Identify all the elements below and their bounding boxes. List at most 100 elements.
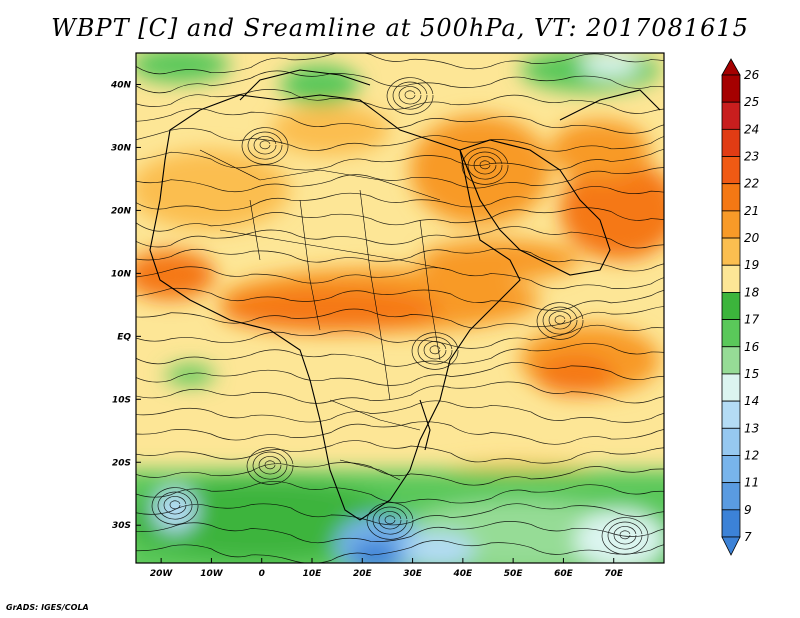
- streamline: [136, 521, 664, 544]
- streamline: [398, 86, 422, 105]
- streamline: [384, 515, 396, 525]
- lon-label: 70E: [604, 569, 624, 579]
- colorbar-label: 7: [744, 530, 752, 544]
- colorbar-label: 14: [744, 394, 759, 408]
- colorbar-segment: [721, 482, 741, 511]
- colorbar: 26 25 24 23 22 21 20 19 18 17 16 15 14 13 12 11 9 7: [721, 58, 760, 556]
- lat-label: 10N: [111, 269, 132, 279]
- streamline: [136, 186, 664, 211]
- streamline: [404, 90, 416, 100]
- streamline: [253, 136, 277, 155]
- colorbar-label: 26: [744, 68, 760, 82]
- colorbar-segment: [721, 292, 741, 320]
- colorbar-segment: [721, 264, 741, 293]
- streamline: [536, 302, 584, 340]
- streamline: [366, 502, 414, 540]
- streamline: [554, 315, 566, 325]
- plot-frame: [135, 52, 665, 564]
- lat-label: 10S: [112, 395, 131, 405]
- streamline: [136, 287, 664, 311]
- streamline: [136, 462, 664, 486]
- latitude-labels: 40N 30N 20N 10N EQ 10S 20S 30S: [110, 80, 141, 531]
- streamline: [461, 147, 509, 185]
- streamline: [136, 148, 664, 171]
- streamline: [136, 128, 664, 152]
- country-borders: [199, 149, 451, 481]
- streamline: [169, 500, 181, 510]
- colorbar-label: 13: [744, 421, 759, 435]
- lon-label: 30E: [403, 569, 423, 579]
- streamline: [136, 421, 664, 445]
- streamline: [423, 341, 447, 360]
- colorbar-segment: [721, 128, 741, 157]
- streamline: [467, 151, 503, 180]
- colorbar-label: 23: [744, 150, 759, 164]
- streamline: [619, 530, 631, 540]
- colorbar-label: 19: [744, 258, 759, 272]
- streamline: [479, 160, 491, 170]
- streamline: [258, 456, 282, 475]
- streamline: [601, 517, 649, 555]
- lat-label: 30N: [111, 143, 132, 153]
- streamline: [136, 440, 664, 464]
- streamline: [136, 248, 664, 272]
- colorbar-segment: [721, 319, 741, 348]
- streamline: [136, 266, 664, 290]
- streamline: [473, 156, 497, 175]
- lon-label: 50E: [504, 569, 524, 579]
- lat-label: 20N: [111, 206, 132, 216]
- lat-label: EQ: [117, 332, 131, 342]
- streamline: [411, 332, 459, 370]
- streamline: [136, 70, 664, 94]
- streamline: [136, 362, 664, 386]
- streamline: [247, 131, 283, 160]
- colorbar-segment: [721, 346, 741, 375]
- colorbar-segment: [721, 400, 741, 429]
- streamline: [136, 503, 664, 526]
- streamline: [136, 481, 664, 504]
- streamline: [136, 343, 664, 367]
- colorbar-segment: [721, 74, 741, 103]
- streamline: [136, 381, 664, 404]
- streamline: [136, 324, 664, 349]
- streamline: [246, 447, 294, 485]
- streamline: [151, 487, 199, 525]
- colorbar-label: 20: [744, 231, 760, 245]
- streamline: [136, 89, 664, 114]
- colorbar-segment: [721, 509, 741, 538]
- streamline: [392, 81, 428, 110]
- streamline: [136, 400, 664, 423]
- streamline: [136, 226, 664, 249]
- colorbar-label: 24: [744, 122, 759, 136]
- lon-label: 20E: [353, 569, 373, 579]
- streamline: [163, 496, 187, 515]
- colorbar-segment: [721, 427, 741, 456]
- colorbar-label: 15: [744, 367, 759, 381]
- streamline: [613, 526, 637, 545]
- streamline: [378, 511, 402, 530]
- map-title: WBPT [C] and Sreamline at 500hPa, VT: 20…: [51, 14, 749, 42]
- streamline: [252, 451, 288, 480]
- colorbar-segment: [721, 237, 741, 266]
- colorbar-label: 12: [744, 448, 759, 462]
- colorbar-label: 18: [744, 285, 760, 299]
- colorbar-label: 11: [744, 476, 759, 490]
- colorbar-segment: [721, 101, 741, 130]
- streamline: [542, 306, 578, 335]
- lon-label: 20W: [150, 569, 174, 579]
- coastlines: [149, 69, 661, 521]
- lat-label: 30S: [112, 521, 131, 531]
- colorbar-segment: [721, 373, 741, 402]
- colorbar-label: 9: [744, 503, 752, 517]
- colorbar-label: 21: [744, 204, 759, 218]
- streamline: [386, 77, 434, 115]
- longitude-labels: 20W 10W 0 10E 20E 30E 40E 50E 60E 70E: [150, 558, 624, 579]
- streamline: [136, 167, 664, 193]
- lon-label: 10W: [200, 569, 224, 579]
- grads-credit: GrADS: IGES/COLA: [6, 603, 89, 612]
- streamline: [259, 140, 271, 150]
- lon-label: 0: [259, 569, 265, 579]
- streamline: [548, 311, 572, 330]
- colorbar-segment: [721, 183, 741, 212]
